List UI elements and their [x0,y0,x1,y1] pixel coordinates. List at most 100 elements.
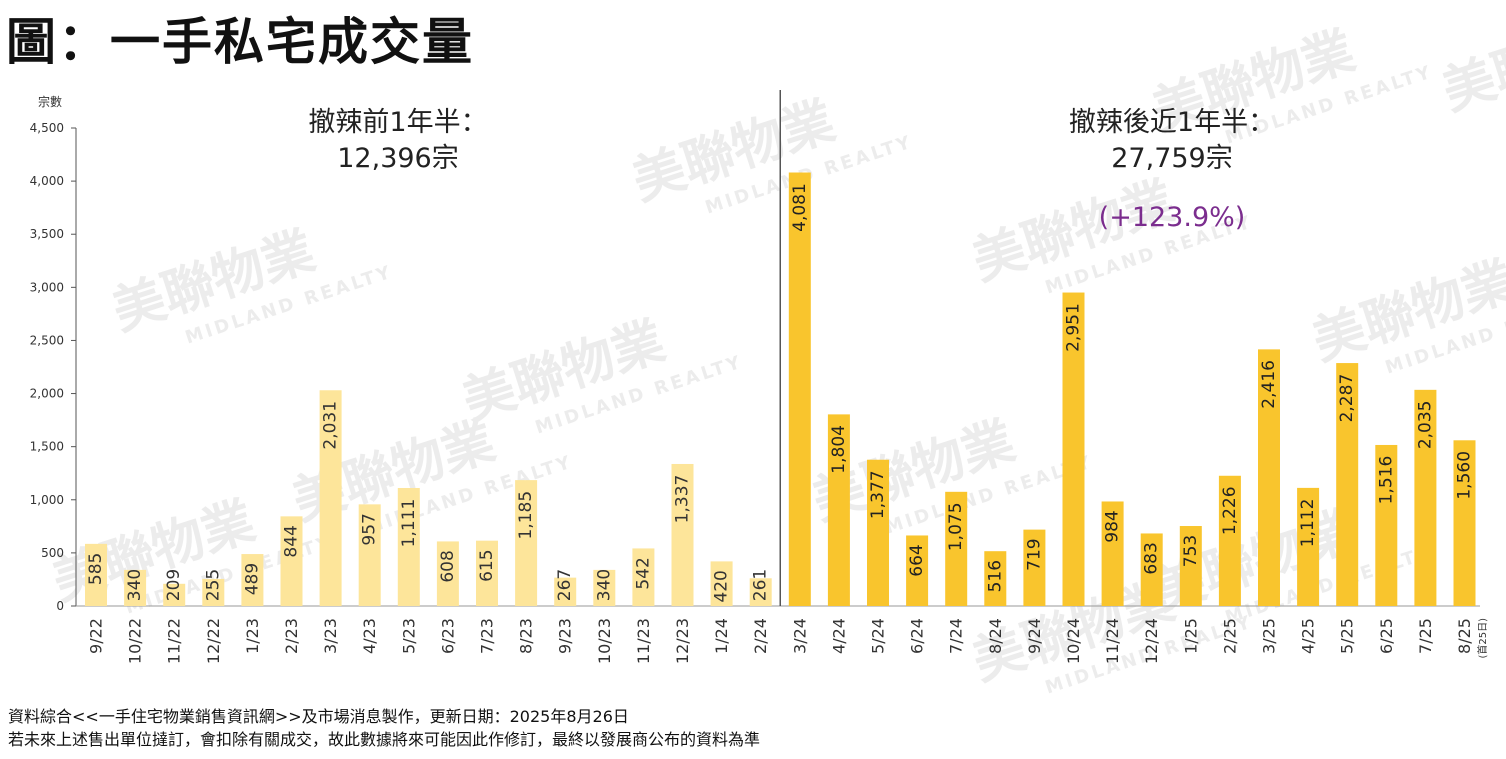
bar [1101,501,1124,606]
x-tick-label: 9/24 [1025,618,1044,654]
bar [593,569,616,606]
y-tick-label: 500 [41,546,64,560]
y-tick-label: 1,000 [30,493,64,507]
bar [85,543,107,606]
x-tick-label: 4/25 [1299,618,1318,654]
y-tick-label: 2,500 [30,333,64,347]
bar-value-label: 984 [1103,510,1123,542]
bar [1218,475,1241,606]
bar-value-label: 585 [86,553,106,585]
x-tick-label: 8/23 [517,618,536,654]
bar [632,548,655,606]
bar [163,583,186,606]
before-period-title: 撤辣前1年半： [308,107,487,138]
x-tick-label: 4/24 [829,618,848,654]
after-period-total: 27,759宗 [1111,143,1232,174]
x-tick-label: 7/25 [1416,618,1435,654]
bar [906,535,929,606]
x-tick-label: 12/24 [1142,618,1161,664]
x-tick-label: 11/24 [1103,618,1122,664]
bar-value-label: 2,287 [1337,374,1357,423]
x-tick-label: 5/23 [399,618,418,654]
x-tick-label: 6/25 [1377,618,1396,654]
x-tick-label: 1/23 [243,618,262,654]
bar-value-label: 1,516 [1376,456,1396,505]
x-tick-label: 9/22 [87,618,106,654]
bar-value-label: 844 [282,525,302,557]
x-tick-label: 1/24 [712,618,731,654]
source-note: 資料綜合<<一手住宅物業銷售資訊網>>及市場消息製作，更新日期：2025年8月2… [8,707,629,726]
watermark-brand-cn: 美聯物業 [1435,1,1506,122]
bar [1023,529,1046,606]
x-tick-label: 7/23 [478,618,497,654]
bar [749,578,772,606]
bar [1179,526,1202,606]
bar-value-label: 957 [360,513,380,545]
bar-value-label: 1,377 [868,470,888,519]
page-title: 圖：一手私宅成交量 [6,13,474,71]
bar [319,390,342,606]
bar [710,561,733,606]
bar [515,480,538,606]
x-tick-label: 4/23 [360,618,379,654]
x-tick-label: 2/24 [751,618,770,654]
x-tick-label: 2/23 [282,618,301,654]
x-tick-label: 3/23 [321,618,340,654]
x-tick-label: 8/25 [1455,618,1474,654]
x-tick-label: 1/25 [1181,618,1200,654]
bar [202,578,225,606]
bar-value-label: 2,031 [321,401,341,450]
bar [436,541,459,606]
after-period-change: (+123.9%) [1099,202,1246,233]
bar-value-label: 2,951 [1064,303,1084,352]
bar-value-label: 683 [1142,542,1162,574]
bar-value-label: 1,075 [946,502,966,551]
bars-layer [85,172,1476,606]
after-period-title: 撤辣後近1年半： [1069,107,1275,138]
bar-value-label: 267 [555,569,575,601]
bar [827,414,850,606]
bar [358,504,381,606]
bar-value-label: 420 [712,570,732,602]
bar-value-label: 516 [985,560,1005,592]
bar [984,551,1007,606]
x-tick-label: 8/24 [986,618,1005,654]
x-tick-label: 6/24 [908,618,927,654]
bar-value-label: 1,112 [1298,499,1318,548]
bar-value-label: 542 [633,557,653,589]
x-tick-label: 11/22 [165,618,184,664]
disclaimer-note: 若未來上述售出單位撻訂，會扣除有關成交，故此數據將來可能因此作修訂，最終以發展商… [8,730,761,749]
bar [476,540,498,606]
y-tick-label: 4,500 [30,121,64,135]
bar-value-label: 340 [594,569,614,601]
bar [788,172,811,606]
x-tick-label: 9/23 [556,618,575,654]
x-tick-label: 5/25 [1338,618,1357,654]
bar-value-label: 753 [1181,535,1201,567]
bar-value-label: 719 [1024,538,1044,570]
x-tick-labels-layer: 9/22 10/22 11/22 12/22 1/23 2/23 3/23 4/23 5/23 6… [87,618,1475,664]
bar [397,487,420,606]
bar [1297,487,1320,606]
bar [1336,363,1359,606]
bar [1453,440,1476,606]
x-tick-label: 12/23 [673,618,692,664]
bar [241,554,264,606]
value-labels-layer: 585 340 209 255 489 844 2,031 957 1,111 608 615 1,1… [86,183,1475,602]
bar [1140,533,1163,606]
bar-value-label: 489 [242,563,262,595]
y-tick-label: 3,500 [30,227,64,241]
bar-value-label: 2,035 [1415,401,1435,450]
bar [1062,292,1085,606]
before-period-total: 12,396宗 [337,143,458,174]
x-tick-label: 11/23 [634,618,653,664]
bar [124,569,147,606]
y-tick-label: 0 [56,599,64,613]
bar-value-label: 608 [438,550,458,582]
bar-value-label: 340 [125,569,145,601]
